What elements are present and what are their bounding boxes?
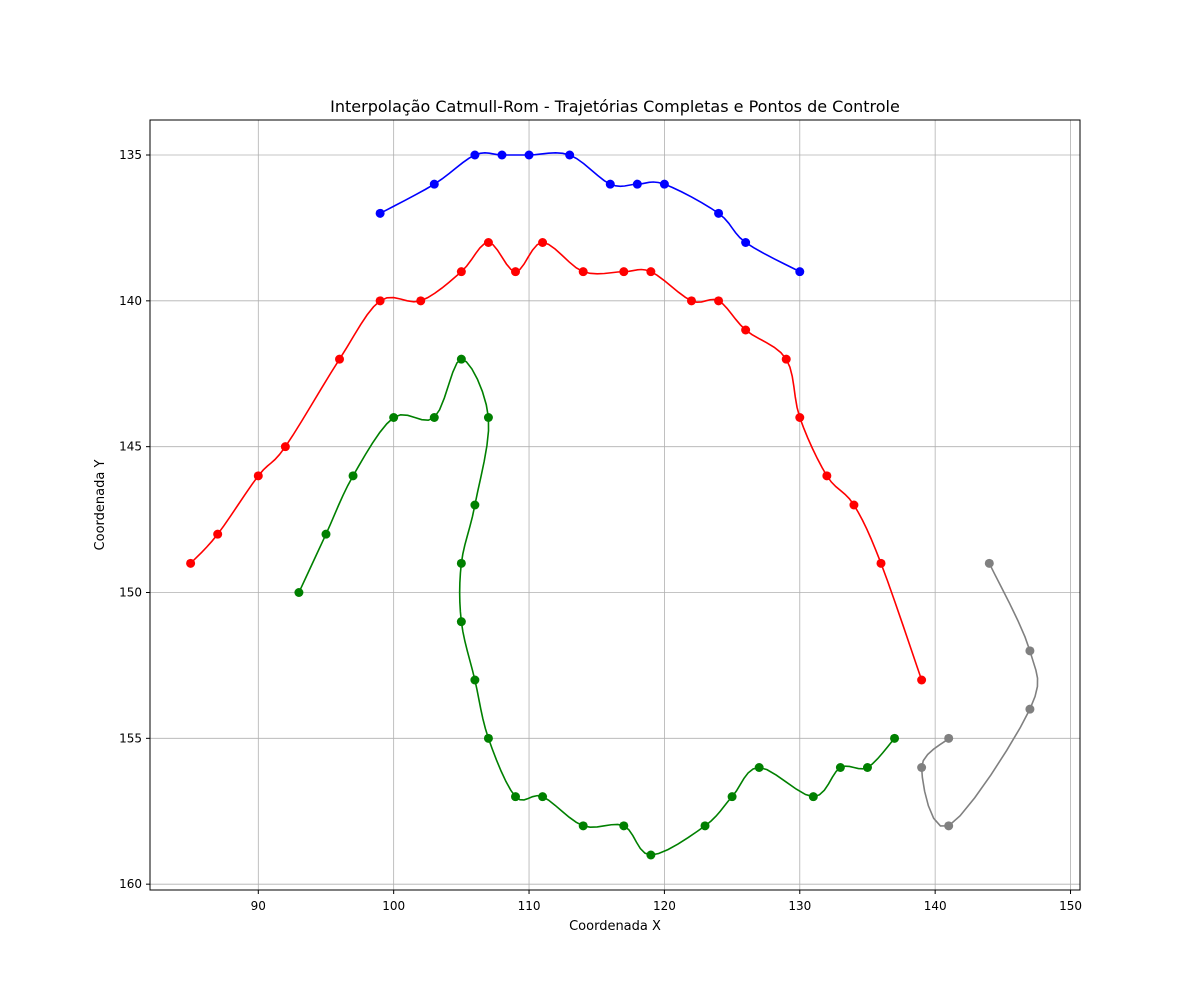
control-point-3 bbox=[511, 792, 521, 802]
control-point-3 bbox=[389, 413, 399, 422]
control-point-3 bbox=[862, 763, 872, 772]
x-tick-label: 130 bbox=[788, 899, 811, 913]
control-point-3 bbox=[470, 500, 480, 510]
series-layer bbox=[186, 150, 1039, 860]
control-point-1 bbox=[632, 179, 642, 189]
control-point-2 bbox=[280, 442, 290, 452]
control-point-1 bbox=[795, 267, 805, 277]
control-point-3 bbox=[890, 733, 900, 743]
y-tick-label: 135 bbox=[119, 148, 142, 162]
control-point-4 bbox=[944, 821, 954, 831]
control-point-3 bbox=[483, 413, 493, 422]
x-axis-label: Coordenada X bbox=[569, 919, 661, 934]
x-tick-label: 140 bbox=[924, 899, 947, 913]
series-line-4 bbox=[920, 562, 1039, 827]
control-point-3 bbox=[348, 471, 358, 481]
control-point-3 bbox=[646, 850, 656, 860]
x-tick-label: 120 bbox=[653, 899, 676, 913]
control-point-1 bbox=[524, 150, 534, 160]
y-tick-label: 160 bbox=[119, 877, 142, 891]
control-point-2 bbox=[619, 267, 629, 277]
control-point-2 bbox=[917, 675, 927, 685]
tick-layer: 90 100 110 120 130 140 150 135 140 145 150 155 160 bbox=[119, 148, 1082, 913]
control-point-3 bbox=[619, 821, 629, 831]
control-point-2 bbox=[822, 471, 832, 481]
control-point-2 bbox=[375, 296, 385, 306]
control-point-2 bbox=[456, 267, 466, 277]
control-point-2 bbox=[741, 325, 751, 335]
control-point-4 bbox=[944, 733, 954, 743]
control-point-3 bbox=[538, 792, 548, 802]
grid-layer bbox=[150, 120, 1080, 890]
control-point-2 bbox=[416, 296, 426, 306]
control-point-2 bbox=[483, 238, 493, 247]
control-point-4 bbox=[917, 763, 927, 772]
series-line-3 bbox=[298, 358, 896, 856]
control-point-1 bbox=[741, 238, 751, 247]
y-axis-label: Coordenada Y bbox=[93, 460, 108, 551]
control-point-1 bbox=[429, 179, 439, 189]
control-point-1 bbox=[497, 150, 507, 160]
control-point-3 bbox=[754, 763, 764, 772]
y-tick-label: 150 bbox=[119, 586, 142, 600]
x-tick-label: 150 bbox=[1059, 899, 1082, 913]
control-point-2 bbox=[578, 267, 588, 277]
control-point-4 bbox=[1025, 646, 1035, 656]
control-point-1 bbox=[605, 179, 615, 189]
control-point-2 bbox=[253, 471, 263, 481]
x-tick-label: 100 bbox=[382, 899, 405, 913]
control-point-3 bbox=[429, 413, 439, 422]
control-point-2 bbox=[795, 413, 805, 422]
control-point-3 bbox=[700, 821, 710, 831]
control-point-2 bbox=[714, 296, 724, 306]
control-point-2 bbox=[538, 238, 548, 247]
control-point-3 bbox=[835, 763, 845, 772]
control-point-3 bbox=[294, 588, 304, 597]
control-point-3 bbox=[456, 558, 466, 568]
y-tick-label: 140 bbox=[119, 294, 142, 308]
plot-frame bbox=[149, 119, 1081, 891]
control-point-3 bbox=[321, 529, 331, 539]
control-point-2 bbox=[849, 500, 859, 510]
chart-title: Interpolação Catmull-Rom - Trajetórias C… bbox=[330, 97, 900, 116]
control-point-2 bbox=[876, 558, 886, 568]
series-line-1 bbox=[379, 152, 801, 273]
control-point-1 bbox=[470, 150, 480, 160]
control-point-3 bbox=[727, 792, 737, 802]
control-point-3 bbox=[470, 675, 480, 685]
x-tick-label: 110 bbox=[518, 899, 541, 913]
control-point-3 bbox=[456, 354, 466, 364]
control-point-3 bbox=[456, 617, 466, 627]
x-tick-label: 90 bbox=[251, 899, 266, 913]
y-tick-label: 145 bbox=[119, 440, 142, 454]
control-point-4 bbox=[984, 558, 994, 568]
control-point-2 bbox=[511, 267, 521, 277]
control-point-4 bbox=[1025, 704, 1035, 714]
control-point-2 bbox=[213, 529, 223, 539]
control-point-1 bbox=[375, 208, 385, 218]
control-point-1 bbox=[659, 179, 669, 189]
control-point-1 bbox=[565, 150, 575, 160]
control-point-3 bbox=[808, 792, 818, 802]
control-point-2 bbox=[335, 354, 345, 364]
control-point-3 bbox=[483, 733, 493, 743]
control-point-2 bbox=[686, 296, 696, 306]
control-point-2 bbox=[186, 558, 196, 568]
control-point-3 bbox=[578, 821, 588, 831]
y-tick-label: 155 bbox=[119, 731, 142, 745]
control-point-1 bbox=[714, 208, 724, 218]
control-point-2 bbox=[781, 354, 791, 364]
control-point-2 bbox=[646, 267, 656, 277]
